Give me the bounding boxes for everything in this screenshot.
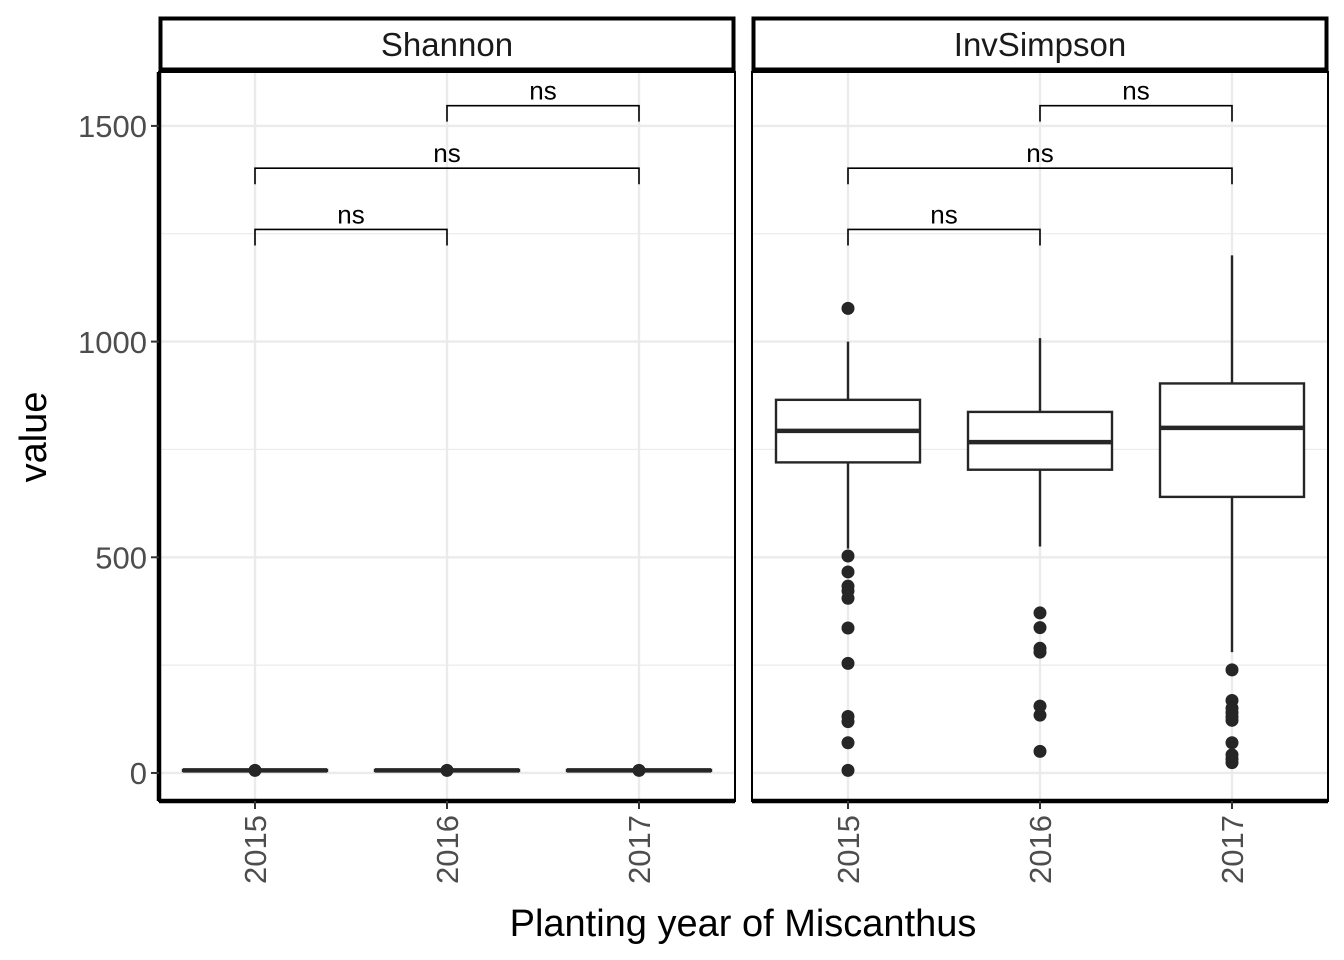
outlier-point [1225,713,1239,727]
outlier-point [841,549,855,563]
outlier-point [632,763,646,777]
x-tick-label: 2015 [831,815,866,884]
significance-bracket: ns [847,138,1233,185]
y-tick-label: 500 [95,540,147,575]
box-2017 [565,763,713,777]
y-axis: 0 500 1000 1500 [78,72,162,801]
outlier-point [1033,621,1047,635]
outlier-point [1033,699,1047,713]
outlier-point [1033,744,1047,758]
panel-shannon: Shannon ns ns ns 2015 2016 2017 [158,16,736,884]
significance-bracket: ns [254,199,448,246]
box-2016 [966,338,1114,758]
outlier-point [841,621,855,635]
y-tick-label: 0 [130,756,147,791]
facet-strip [751,16,1329,72]
bracket-line [847,228,1041,246]
significance-bracket: ns [1039,76,1233,122]
outlier-point [1225,663,1239,677]
box-2015 [774,301,922,777]
significance-bracket: ns [847,199,1041,246]
y-tick-label: 1500 [78,109,147,144]
x-tick-label: 2016 [1023,815,1058,884]
panel-invsimpson: InvSimpson ns ns ns 2015 2016 2017 [751,16,1329,884]
y-axis-title: value [13,392,55,483]
facet-strip [158,16,736,72]
outlier-point [1225,756,1239,770]
outlier-point [841,565,855,579]
bracket-line [446,104,640,122]
outlier-point [841,301,855,315]
box-2017 [1158,255,1306,770]
outlier-point [1033,708,1047,722]
bracket-line [254,167,640,185]
facet-strip-label: InvSimpson [954,26,1126,63]
x-tick-label: 2017 [1215,815,1250,884]
significance-label: ns [930,199,957,229]
x-axis-title: Planting year of Miscanthus [510,903,977,945]
significance-label: ns [433,138,460,168]
significance-label: ns [1122,76,1149,106]
significance-label: ns [337,199,364,229]
box-2016 [373,763,521,777]
outlier-point [841,656,855,670]
bracket-line [254,228,448,246]
box-2015 [181,763,329,777]
significance-bracket: ns [254,138,640,185]
bracket-line [847,167,1233,185]
y-tick-label: 1000 [78,325,147,360]
panels: Shannon ns ns ns 2015 2016 2017 InvSimpson ns ns n… [158,16,1329,884]
x-tick-label: 2016 [430,815,465,884]
outlier-point [841,736,855,750]
outlier-point [1033,645,1047,659]
outlier-point [1033,606,1047,620]
outlier-point [440,763,454,777]
facet-strip-label: Shannon [381,26,513,63]
box-iqr [1158,382,1306,499]
outlier-point [248,763,262,777]
outlier-point [841,763,855,777]
significance-bracket: ns [446,76,640,122]
significance-label: ns [529,76,556,106]
outlier-point [841,715,855,729]
outlier-point [841,591,855,605]
x-tick-label: 2015 [238,815,273,884]
x-tick-label: 2017 [622,815,657,884]
bracket-line [1039,104,1233,122]
outlier-point [1225,736,1239,750]
significance-label: ns [1026,138,1053,168]
